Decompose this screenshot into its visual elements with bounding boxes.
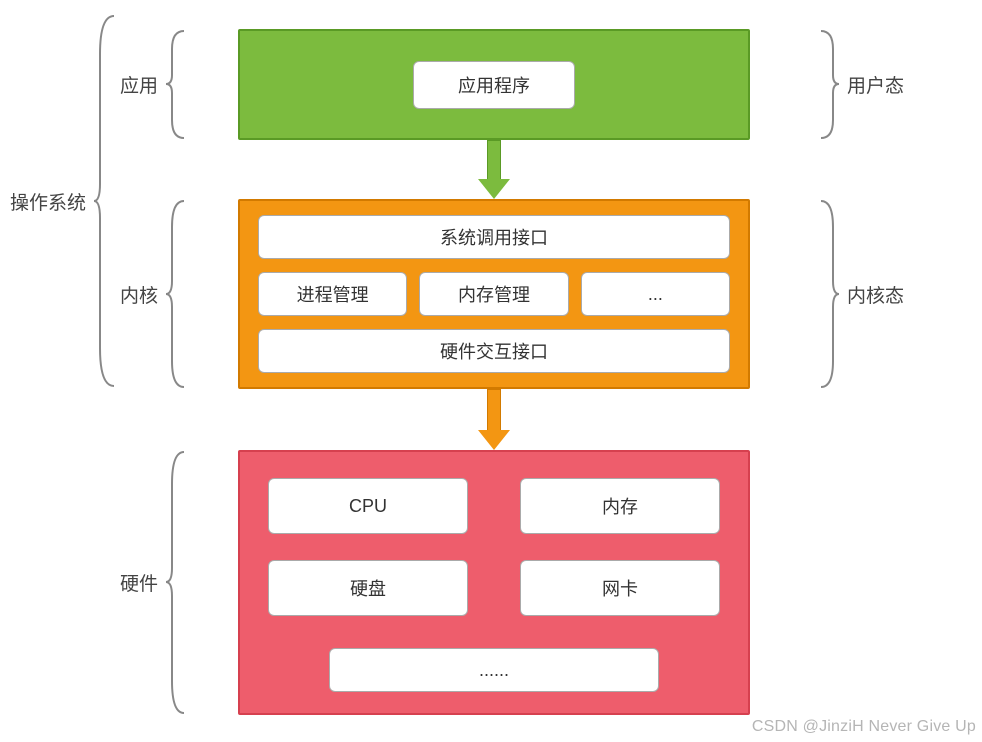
brace-kernel-left: 内核 [120,199,188,389]
box-memory-mgmt: 内存管理 [419,272,568,316]
brace-os: 操作系统 [10,14,118,388]
arrow-kernel-to-hw [481,389,507,450]
box-disk: 硬盘 [268,560,468,616]
brace-user-mode: 用户态 [817,29,904,140]
arrow-head-icon [478,179,510,199]
brace-os-label: 操作系统 [10,188,86,215]
arrow-shaft-icon [487,389,501,430]
brace-kernel-left-label: 内核 [120,281,158,308]
box-kernel-etc: ... [581,272,730,316]
os-architecture-diagram: 操作系统 应用 内核 硬件 用户态 内核态 应用程序 [0,0,982,742]
arrow-app-to-kernel [481,140,507,199]
brace-hw: 硬件 [120,450,188,715]
brace-app-label: 应用 [120,71,158,98]
brace-icon [164,199,188,389]
brace-icon [164,450,188,715]
box-hw-interface: 硬件交互接口 [258,329,730,373]
box-syscall-interface: 系统调用接口 [258,215,730,259]
brace-icon [164,29,188,140]
brace-user-mode-label: 用户态 [847,71,904,98]
brace-icon [817,29,841,140]
layer-hardware: CPU 内存 硬盘 网卡 ...... [238,450,750,715]
layer-kernel: 系统调用接口 进程管理 内存管理 ... 硬件交互接口 [238,199,750,389]
hw-row-2: 硬盘 网卡 [268,560,720,616]
brace-hw-label: 硬件 [120,569,158,596]
brace-app: 应用 [120,29,188,140]
hw-row-1: CPU 内存 [268,478,720,534]
box-process-mgmt: 进程管理 [258,272,407,316]
arrow-head-icon [478,430,510,450]
layer-application: 应用程序 [238,29,750,140]
brace-kernel-mode-label: 内核态 [847,281,904,308]
brace-kernel-mode: 内核态 [817,199,904,389]
box-hw-etc: ...... [329,648,659,692]
watermark-text: CSDN @JinziH Never Give Up [752,718,976,736]
box-application: 应用程序 [413,61,575,109]
arrow-shaft-icon [487,140,501,179]
brace-icon [817,199,841,389]
brace-icon [92,14,118,388]
kernel-middle-row: 进程管理 内存管理 ... [258,272,730,316]
box-cpu: CPU [268,478,468,534]
box-memory: 内存 [520,478,720,534]
box-nic: 网卡 [520,560,720,616]
